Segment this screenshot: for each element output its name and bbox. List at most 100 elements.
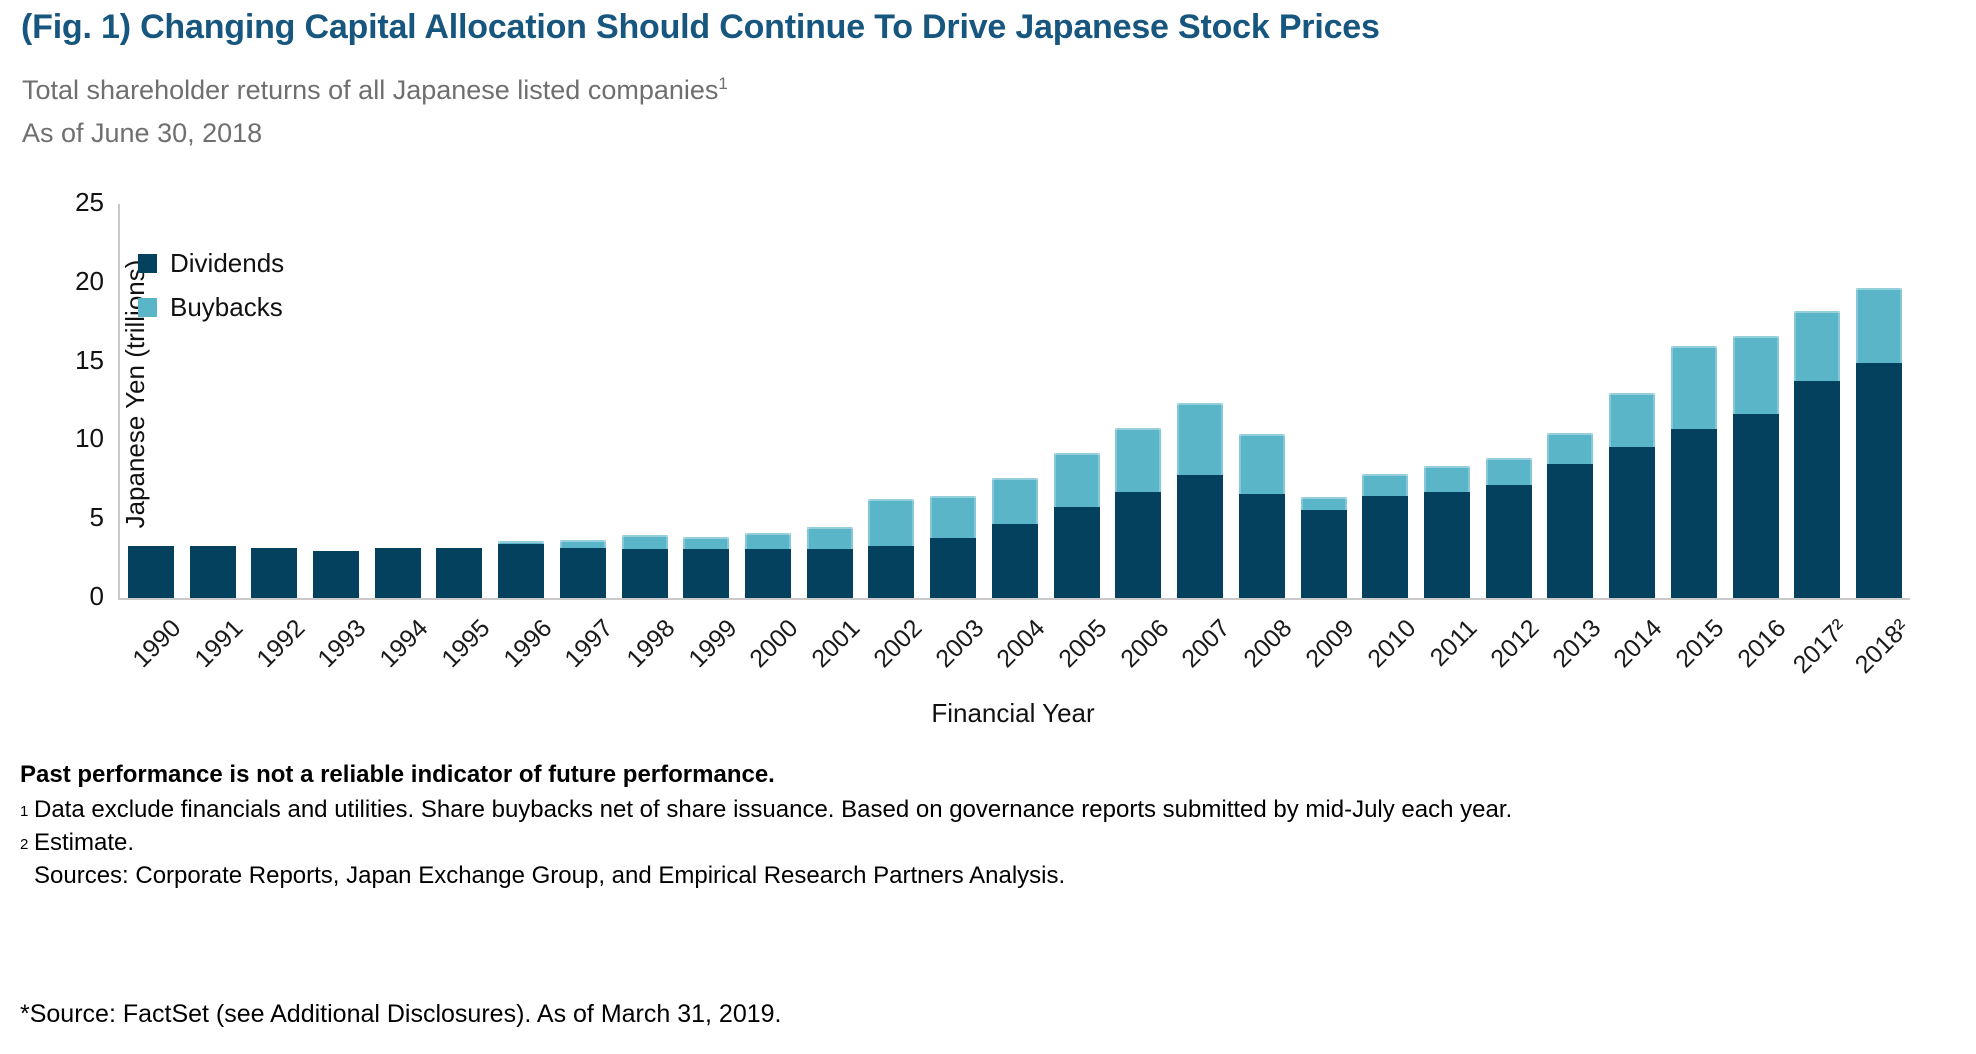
bar-column-2016: 2016 — [1732, 204, 1791, 673]
bar-2004-dividends — [991, 523, 1038, 598]
x-tick-2011: 2011 — [1424, 614, 1483, 672]
legend-swatch-buybacks — [138, 298, 157, 317]
bar-2001-buybacks — [806, 527, 853, 550]
bar-2016-dividends — [1732, 413, 1779, 598]
chart-legend: Dividends Buybacks — [138, 248, 284, 323]
legend-label-buybacks: Buybacks — [170, 292, 283, 322]
bar-stack-1992 — [251, 547, 298, 598]
bar-2017-dividends — [1794, 380, 1841, 598]
sources-line: Sources: Corporate Reports, Japan Exchan… — [34, 862, 1066, 889]
footnote-2-marker: 2 — [20, 836, 29, 853]
bar-stack-2010 — [1362, 473, 1409, 598]
bar-stack-2008 — [1238, 434, 1285, 598]
bar-1997-buybacks — [559, 539, 606, 548]
bar-2018-dividends — [1855, 363, 1902, 598]
bar-column-1994: 1994 — [374, 204, 434, 673]
legend-item-dividends: Dividends — [138, 248, 284, 279]
y-tick-0: 0 — [89, 581, 104, 611]
bar-2009-buybacks — [1300, 497, 1347, 510]
y-tick-20: 20 — [75, 265, 104, 296]
bar-stack-2002 — [868, 498, 915, 598]
footnote-2: 2 Estimate. — [20, 826, 1820, 859]
bar-stack-2011 — [1423, 465, 1470, 598]
x-tick-2004: 2004 — [991, 614, 1051, 674]
bar-column-1990: 1990 — [128, 204, 187, 673]
bar-stack-2005 — [1053, 453, 1100, 598]
bar-stack-2015 — [1670, 345, 1717, 598]
bar-2005-buybacks — [1053, 453, 1100, 507]
x-tick-2002: 2002 — [868, 614, 928, 674]
bar-1992-dividends — [251, 547, 298, 598]
bar-column-1998: 1998 — [621, 204, 680, 673]
bars-container: 1990 1991 1992 1993 1994 1995 1996 1997 1998 1999… — [120, 204, 1915, 679]
bar-stack-2017 — [1794, 311, 1841, 598]
past-performance-warning: Past performance is not a reliable indic… — [20, 761, 775, 788]
x-tick-2018: 2018² — [1849, 614, 1915, 680]
bar-2000-buybacks — [745, 533, 792, 550]
bar-2002-buybacks — [868, 498, 915, 546]
bar-stack-1993 — [313, 550, 360, 598]
x-tick-1996: 1996 — [497, 614, 557, 674]
figure-subtitle: Total shareholder returns of all Japanes… — [22, 74, 728, 106]
bar-2008-dividends — [1238, 493, 1285, 598]
bar-column-1995: 1995 — [436, 204, 495, 673]
x-tick-2006: 2006 — [1115, 614, 1175, 674]
bar-2015-buybacks — [1670, 345, 1717, 430]
x-tick-1992: 1992 — [250, 614, 311, 674]
x-tick-2012: 2012 — [1485, 614, 1545, 674]
bar-2006-buybacks — [1115, 427, 1162, 493]
x-tick-1990: 1990 — [127, 614, 187, 674]
bar-stack-2014 — [1609, 393, 1656, 598]
bar-stack-1997 — [559, 539, 606, 598]
x-tick-2007: 2007 — [1176, 614, 1236, 674]
bar-column-2004: 2004 — [991, 204, 1051, 673]
bar-column-2008: 2008 — [1238, 204, 1298, 673]
x-tick-2017: 2017² — [1788, 614, 1854, 680]
bar-column-2018: 2018² — [1850, 204, 1915, 679]
bar-2007-buybacks — [1177, 402, 1224, 476]
bar-stack-2012 — [1485, 457, 1532, 598]
bar-2017-buybacks — [1794, 311, 1841, 381]
x-tick-2013: 2013 — [1547, 614, 1607, 674]
bar-column-2006: 2006 — [1115, 204, 1174, 673]
bar-1999-buybacks — [683, 536, 730, 550]
bar-stack-2007 — [1177, 402, 1224, 598]
bar-stack-2009 — [1300, 497, 1347, 598]
x-tick-2014: 2014 — [1608, 614, 1668, 674]
plot-area: 0 5 10 15 20 25 1990 1991 1992 1993 1994 1995 1996 1… — [75, 187, 1915, 679]
bar-stack-1996 — [498, 541, 545, 598]
footnotes-block: Past performance is not a reliable indic… — [20, 758, 1820, 892]
x-tick-1994: 1994 — [374, 614, 434, 674]
bar-2015-dividends — [1670, 429, 1717, 598]
bar-column-1991: 1991 — [189, 204, 248, 673]
x-tick-2005: 2005 — [1053, 614, 1113, 674]
bar-stack-1999 — [683, 536, 730, 598]
x-tick-1991: 1991 — [189, 614, 249, 674]
bar-2003-dividends — [930, 538, 977, 598]
x-tick-1999: 1999 — [682, 614, 743, 674]
x-tick-1993: 1993 — [312, 614, 372, 674]
bar-column-2000: 2000 — [745, 204, 804, 673]
x-tick-2008: 2008 — [1238, 614, 1298, 674]
bar-2006-dividends — [1115, 492, 1162, 598]
bar-column-2011: 2011 — [1423, 204, 1483, 672]
subtitle-text: Total shareholder returns of all Japanes… — [22, 75, 719, 105]
x-tick-1995: 1995 — [436, 614, 496, 674]
legend-swatch-dividends — [138, 254, 157, 273]
bar-column-2005: 2005 — [1053, 204, 1112, 673]
bar-1991-dividends — [189, 546, 236, 598]
x-tick-2015: 2015 — [1670, 614, 1730, 674]
bar-2000-dividends — [745, 549, 792, 598]
bar-stack-2004 — [991, 478, 1038, 598]
bar-1997-dividends — [559, 547, 606, 598]
bar-2012-buybacks — [1485, 457, 1532, 485]
bar-2018-buybacks — [1855, 287, 1902, 364]
bar-column-1997: 1997 — [559, 204, 619, 673]
bar-2014-dividends — [1609, 446, 1656, 598]
bar-stack-2018 — [1855, 287, 1902, 598]
subtitle-footnote-marker: 1 — [718, 74, 728, 93]
bar-2001-dividends — [806, 549, 853, 598]
bar-1996-buybacks — [498, 541, 545, 545]
bar-column-2010: 2010 — [1362, 204, 1421, 673]
bar-stack-2016 — [1732, 336, 1779, 598]
